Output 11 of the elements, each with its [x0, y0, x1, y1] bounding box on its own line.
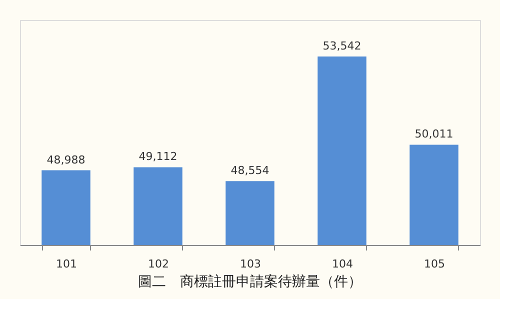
x-tick-label: 105: [424, 258, 445, 270]
x-tick-label: 104: [332, 258, 353, 270]
data-label: 53,542: [322, 39, 362, 52]
data-label: 49,112: [138, 150, 178, 164]
x-tick-label: 102: [148, 258, 169, 270]
data-label: 48,988: [46, 153, 86, 166]
text: 圖二 商標註冊申請案待辦量（件）: [138, 273, 362, 290]
x-tick-label: 101: [56, 258, 77, 270]
data-label: 50,011: [414, 128, 454, 141]
x-tick-label: 103: [240, 258, 261, 270]
data-label: 48,554: [230, 164, 270, 178]
